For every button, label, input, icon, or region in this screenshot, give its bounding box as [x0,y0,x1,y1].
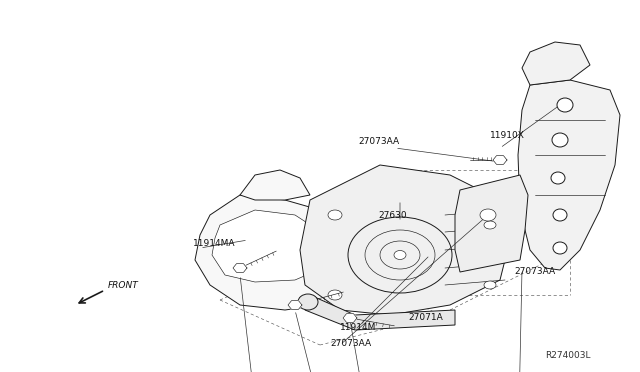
Polygon shape [233,264,247,272]
Ellipse shape [552,133,568,147]
Text: 27630: 27630 [378,211,406,219]
Ellipse shape [551,172,565,184]
Polygon shape [493,155,507,164]
Polygon shape [455,175,528,272]
Ellipse shape [328,210,342,220]
Polygon shape [300,165,510,315]
Ellipse shape [553,209,567,221]
Ellipse shape [328,290,342,300]
Ellipse shape [553,242,567,254]
Text: 11914M: 11914M [340,324,376,333]
Ellipse shape [557,98,573,112]
Polygon shape [288,301,302,310]
Polygon shape [518,80,620,270]
Text: 27073AA: 27073AA [514,267,555,276]
Text: 11910X: 11910X [490,131,525,140]
Ellipse shape [298,294,318,310]
Polygon shape [305,295,455,330]
Text: 27073AA: 27073AA [330,339,371,347]
Text: 27073AA: 27073AA [358,138,399,147]
Text: 27071A: 27071A [408,314,443,323]
Text: 11914MA: 11914MA [193,238,236,247]
Ellipse shape [484,281,496,289]
Polygon shape [522,42,590,85]
Text: FRONT: FRONT [108,280,139,289]
Ellipse shape [484,221,496,229]
Ellipse shape [394,250,406,260]
Text: R274003L: R274003L [545,350,591,359]
Ellipse shape [480,209,496,221]
Polygon shape [212,210,325,282]
Polygon shape [195,195,360,310]
Polygon shape [240,170,310,200]
Polygon shape [343,314,357,322]
